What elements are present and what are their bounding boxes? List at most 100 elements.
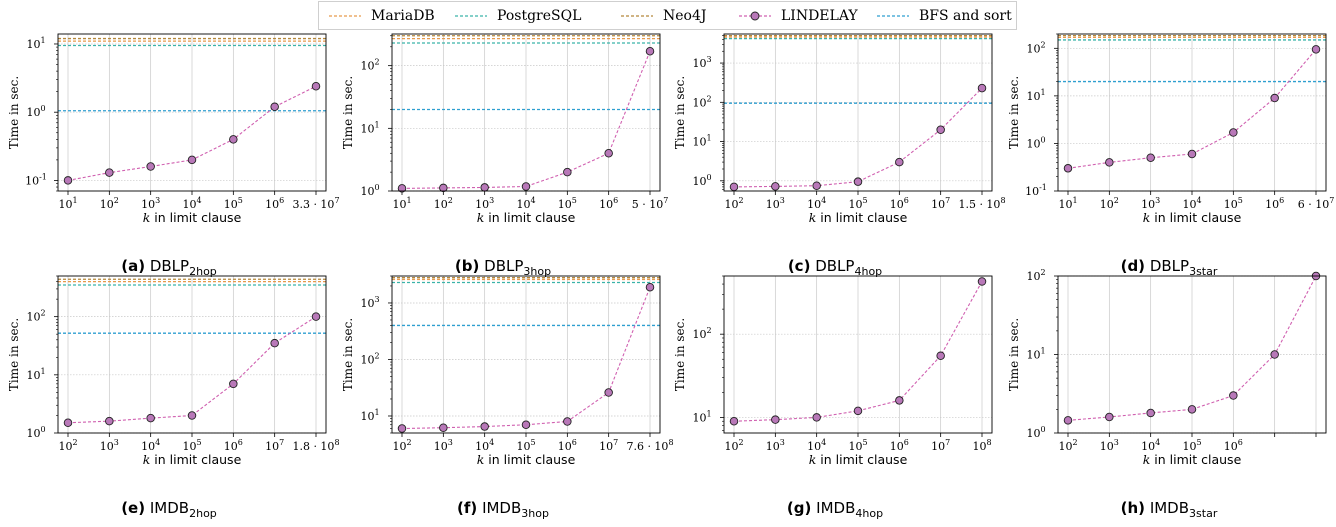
plot-frame bbox=[1057, 33, 1327, 192]
legend-swatch-postgresql bbox=[455, 15, 487, 17]
lindelay-point bbox=[146, 162, 155, 171]
chart-imdb-2hop: 100 101 102 102 103 104 105 106 107 1.8 · 108 Time… bbox=[4, 272, 340, 527]
y-tick-label: 100 bbox=[692, 173, 711, 188]
caption-query: 3hop bbox=[521, 507, 549, 520]
x-tick-label: 103 bbox=[475, 196, 494, 211]
legend-swatch-neo4j bbox=[621, 15, 653, 17]
lindelay-point bbox=[771, 415, 780, 424]
x-axis-label: k in limit clause bbox=[143, 452, 242, 467]
chart-caption: (b) DBLP3hop bbox=[338, 257, 668, 278]
legend-swatch-lindelay bbox=[739, 11, 771, 21]
caption-query: 3hop bbox=[523, 265, 552, 278]
chart-dblp-3star: 10-1 100 101 102 101 102 103 104 105 106 6 · 107 Ti… bbox=[1004, 30, 1334, 285]
x-tick-label: 105 bbox=[516, 438, 535, 453]
x-axis-label: k in limit clause bbox=[809, 210, 908, 225]
chart-svg: 10-1 100 101 102 101 102 103 104 105 106 6 · 107 Ti… bbox=[1007, 33, 1334, 225]
caption-letter: (a) bbox=[121, 257, 146, 275]
lindelay-point bbox=[936, 351, 945, 361]
lindelay-point bbox=[604, 388, 613, 397]
lindelay-point bbox=[895, 396, 904, 405]
lindelay-point bbox=[977, 277, 987, 286]
y-axis-label: Time in sec. bbox=[1007, 318, 1021, 391]
x-axis-label: k in limit clause bbox=[1143, 452, 1242, 467]
lindelay-point bbox=[1311, 45, 1321, 54]
x-tick-label: 105 bbox=[182, 438, 201, 453]
x-tick-label: 105 bbox=[558, 196, 577, 211]
lindelay-point bbox=[1270, 350, 1279, 359]
chart-imdb-3hop: 101 102 103 102 103 104 105 106 107 7.6 · 108 Time… bbox=[338, 272, 674, 527]
x-tick-label: 102 bbox=[392, 438, 411, 453]
chart-svg: 101 102 103 102 103 104 105 106 107 7.6 · 108 Time… bbox=[341, 275, 674, 467]
legend-label-postgresql: PostgreSQL bbox=[497, 8, 582, 24]
lindelay-point bbox=[1187, 149, 1197, 159]
x-tick-label: 103 bbox=[1141, 196, 1160, 211]
y-tick-label: 103 bbox=[360, 295, 379, 310]
y-tick-label: 102 bbox=[360, 351, 379, 366]
x-tick-label: 7.6 · 108 bbox=[626, 438, 673, 453]
lindelay-point bbox=[270, 102, 279, 112]
y-tick-label: 102 bbox=[1026, 268, 1045, 283]
y-tick-label: 100 bbox=[360, 183, 379, 198]
y-tick-label: 101 bbox=[26, 367, 45, 382]
y-tick-label: 100 bbox=[1026, 135, 1045, 150]
x-tick-label: 108 bbox=[972, 438, 991, 453]
x-tick-label: 101 bbox=[392, 196, 411, 211]
x-tick-label: 102 bbox=[100, 196, 119, 211]
legend-label-neo4j: Neo4J bbox=[663, 8, 707, 24]
y-axis-label: Time in sec. bbox=[673, 76, 687, 149]
x-tick-label: 102 bbox=[434, 196, 453, 211]
x-tick-label: 105 bbox=[1224, 196, 1243, 211]
lindelay-point bbox=[936, 125, 945, 134]
lindelay-point bbox=[105, 168, 114, 177]
chart-caption: (a) DBLP2hop bbox=[4, 257, 334, 278]
y-tick-label: 10-1 bbox=[25, 172, 47, 187]
y-tick-label: 101 bbox=[1026, 347, 1045, 362]
x-tick-label: 106 bbox=[599, 196, 618, 211]
lindelay-point bbox=[645, 282, 655, 292]
x-tick-label: 101 bbox=[58, 196, 77, 211]
lindelay-point bbox=[521, 182, 531, 191]
y-tick-label: 102 bbox=[1026, 40, 1045, 55]
lindelay-point bbox=[439, 183, 448, 193]
y-tick-label: 103 bbox=[692, 55, 711, 70]
caption-letter: (h) bbox=[1120, 499, 1146, 517]
lindelay-point bbox=[521, 420, 531, 429]
x-tick-label: 104 bbox=[1182, 196, 1201, 211]
y-tick-label: 100 bbox=[26, 104, 45, 119]
y-tick-label: 100 bbox=[1026, 425, 1045, 440]
lindelay-point bbox=[729, 416, 739, 426]
caption-query: 3star bbox=[1189, 265, 1218, 278]
lindelay-point bbox=[229, 379, 238, 389]
caption-letter: (e) bbox=[121, 499, 146, 517]
lindelay-point bbox=[1229, 128, 1238, 137]
legend-swatch-mariadb bbox=[329, 15, 361, 17]
y-axis-label: Time in sec. bbox=[1007, 76, 1021, 149]
y-axis-label: Time in sec. bbox=[7, 318, 21, 391]
x-tick-label: 104 bbox=[141, 438, 160, 453]
lindelay-point bbox=[895, 157, 904, 167]
x-axis-label: k in limit clause bbox=[809, 452, 908, 467]
lindelay-point bbox=[812, 181, 821, 190]
y-axis-label: Time in sec. bbox=[7, 76, 21, 149]
y-tick-label: 101 bbox=[360, 408, 379, 423]
chart-imdb-3star: 100 101 102 102 103 104 105 106 Time in sec. k in… bbox=[1004, 268, 1334, 527]
y-axis-label: Time in sec. bbox=[341, 76, 355, 149]
x-tick-label: 106 bbox=[890, 438, 909, 453]
lindelay-point bbox=[480, 183, 489, 192]
x-tick-label: 104 bbox=[475, 438, 494, 453]
caption-dataset: IMDB bbox=[1149, 499, 1190, 517]
lindelay-point bbox=[853, 406, 863, 416]
x-tick-label: 103 bbox=[766, 438, 785, 453]
y-tick-label: 101 bbox=[692, 134, 711, 149]
x-tick-label: 103 bbox=[434, 438, 453, 453]
lindelay-point bbox=[771, 182, 780, 191]
lindelay-point bbox=[439, 423, 448, 432]
chart-imdb-4hop: 101 102 102 103 104 105 106 107 108 Time in sec. k… bbox=[670, 272, 1000, 527]
caption-letter: (d) bbox=[1120, 257, 1146, 275]
lindelay-point bbox=[63, 176, 73, 185]
lindelay-point bbox=[729, 182, 739, 192]
lindelay-point bbox=[1229, 391, 1238, 400]
y-tick-label: 101 bbox=[692, 409, 711, 424]
chart-legend: MariaDB PostgreSQL Neo4J LINDELAY BFS an… bbox=[318, 1, 1017, 30]
caption-dataset: IMDB bbox=[816, 499, 856, 517]
